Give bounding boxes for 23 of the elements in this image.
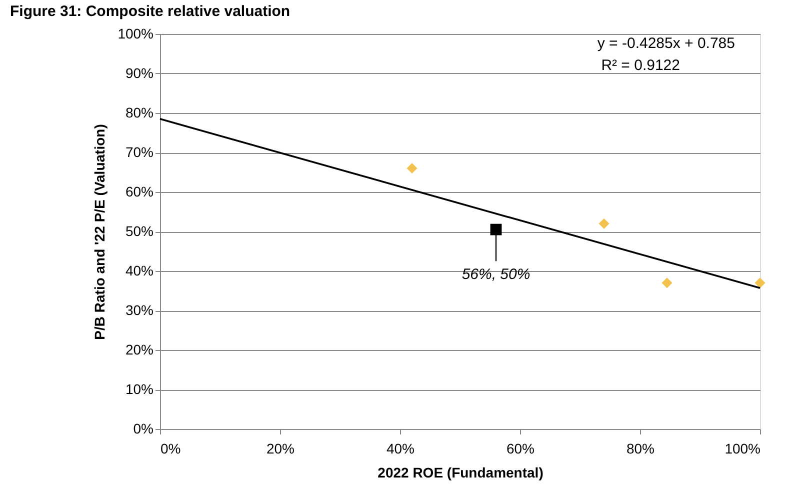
x-tick-label: 100% (724, 440, 760, 456)
y-tick-label: 70% (125, 144, 154, 160)
annotation: R² = 0.9122 (601, 57, 680, 74)
y-axis-title: P/B Ratio and '22 P/E (Valuation) (92, 124, 108, 340)
y-tick-label: 90% (125, 65, 154, 81)
x-tick-label: 80% (626, 440, 655, 456)
y-tick-label: 80% (125, 104, 154, 120)
y-tick-label: 40% (125, 262, 154, 278)
x-tick-label: 0% (160, 440, 181, 456)
annotation: 56%, 50% (462, 266, 530, 284)
x-tick-label: 40% (386, 440, 415, 456)
y-tick-label: 30% (125, 302, 154, 318)
y-tick-label: 0% (133, 420, 154, 436)
x-tick-label: 60% (506, 440, 535, 456)
annotation: y = -0.4285x + 0.785 (597, 35, 735, 52)
y-tick-label: 50% (125, 223, 154, 239)
y-tick-label: 10% (125, 381, 154, 397)
y-tick-label: 20% (125, 342, 154, 358)
x-tick-label: 20% (266, 440, 295, 456)
y-tick-label: 100% (118, 26, 154, 42)
x-axis-title: 2022 ROE (Fundamental) (378, 464, 544, 480)
y-tick-label: 60% (125, 184, 154, 200)
chart-title: Figure 31: Composite relative valuation (10, 3, 290, 20)
